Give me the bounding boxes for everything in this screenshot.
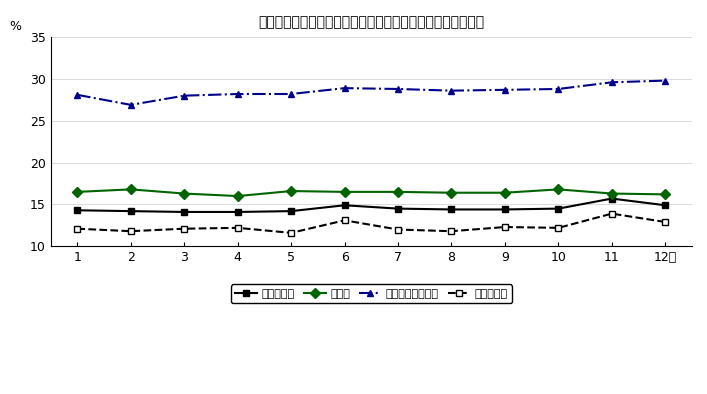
Title: 図２２　パートタイム労働者比率の月別推移（３０人以上）: 図２２ パートタイム労働者比率の月別推移（３０人以上） [258,15,484,29]
Text: %: % [9,20,21,33]
Legend: 調査産業計, 製造業, 卸売小売業飲食店, サービス業: 調査産業計, 製造業, 卸売小売業飲食店, サービス業 [230,284,512,303]
